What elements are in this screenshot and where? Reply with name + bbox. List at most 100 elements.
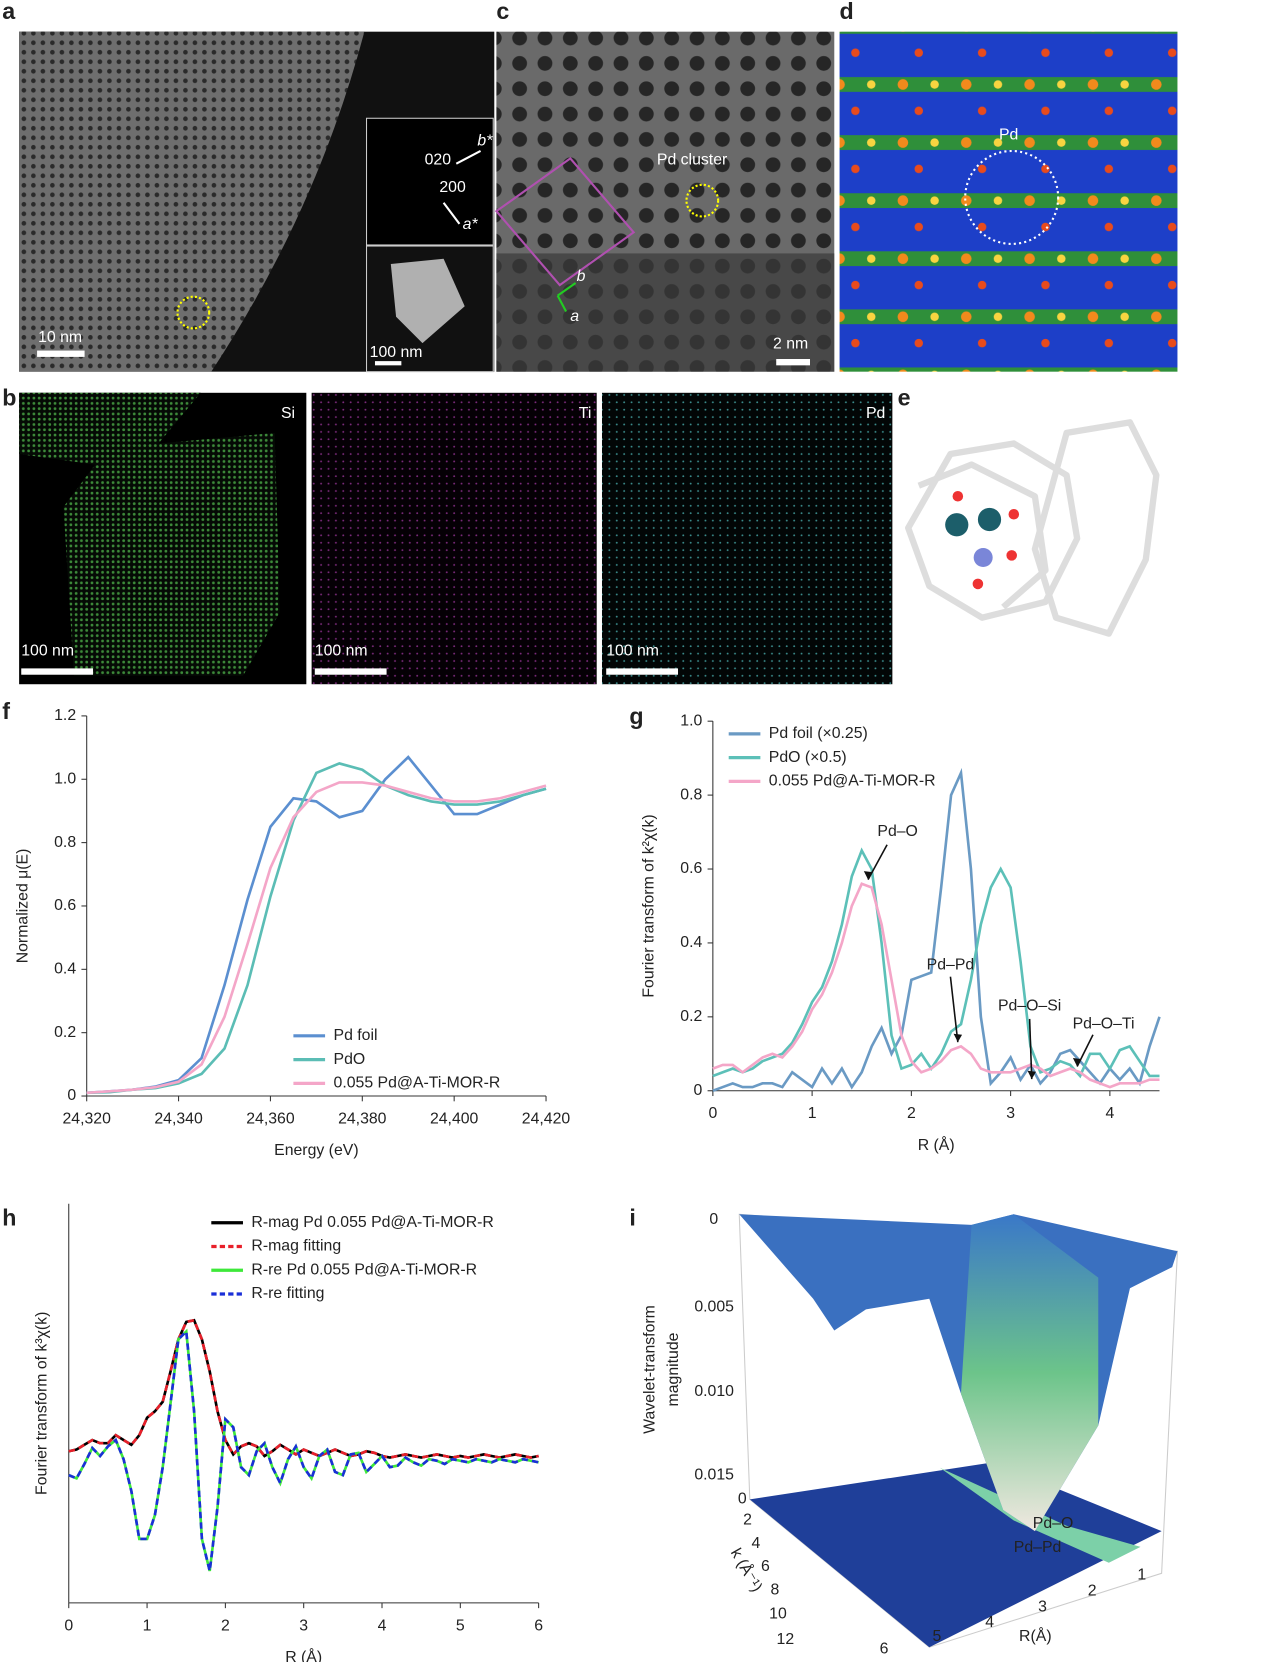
legend-label: Pd foil: [334, 1027, 378, 1044]
annotation: Pd–O: [1033, 1515, 1073, 1532]
scale-bar: [776, 359, 811, 366]
arrow-head: [953, 1033, 963, 1043]
axis-arrow: [556, 282, 577, 312]
x-tick-label: 3: [299, 1617, 308, 1634]
fft-inset: [365, 117, 494, 246]
arrow: [949, 976, 959, 1043]
map-image: [839, 31, 1178, 372]
legend-label: R-mag fitting: [251, 1238, 341, 1255]
particle: [390, 258, 465, 344]
element-label: Si: [281, 405, 295, 422]
micrograph: [19, 31, 365, 372]
x-tick-label: 3: [1006, 1105, 1015, 1122]
overlay: [494, 156, 636, 287]
panel-d: Pd: [839, 31, 1178, 372]
panel-b: Si Ti Pd 100 nm 100 nm 100 nm: [19, 392, 893, 685]
x-tick-label: 2: [221, 1617, 230, 1634]
y-axis-label: Normalized μ(E): [15, 849, 32, 964]
eds-map: [601, 392, 893, 685]
data-line: [712, 767, 1161, 1092]
z-tick-label: 0.005: [694, 1298, 734, 1315]
legend-label: R-mag Pd 0.055 Pd@A-Ti-MOR-R: [251, 1214, 493, 1231]
annotation: Pd–O–Si: [998, 997, 1061, 1014]
axis-label: b: [577, 268, 586, 285]
fft-label: 200: [439, 179, 466, 196]
annotation: Pd–O: [877, 823, 917, 840]
r-tick-label: 3: [1038, 1598, 1047, 1615]
x-axis-label: Energy (eV): [274, 1142, 358, 1159]
legend-label: Pd foil (×0.25): [769, 725, 868, 742]
z-tick-label: 0: [709, 1211, 718, 1228]
panel-label: h: [2, 1205, 16, 1231]
pd-atom: [977, 507, 1002, 532]
element-label: Pd: [866, 405, 885, 422]
y-tick-label: 0.4: [54, 961, 76, 978]
k-tick-label: 8: [771, 1581, 780, 1598]
k-tick-label: 12: [777, 1631, 795, 1648]
highlight: [176, 295, 211, 330]
o-atom: [952, 490, 964, 502]
r-tick-label: 4: [985, 1614, 994, 1631]
x-tick-label: 4: [378, 1617, 387, 1634]
z-tick-label: 0: [738, 1491, 747, 1508]
x-tick-label: 24,380: [338, 1110, 387, 1127]
data-line: [86, 781, 547, 1095]
data-line: [68, 1318, 539, 1459]
scale-label: 100 nm: [370, 344, 423, 361]
fft-label: a*: [463, 216, 479, 233]
legend-label: 0.055 Pd@A-Ti-MOR-R: [334, 1075, 501, 1092]
z-tick-label: 0.015: [694, 1466, 734, 1483]
arrow: [442, 150, 482, 225]
legend-label: R-re Pd 0.055 Pd@A-Ti-MOR-R: [251, 1261, 477, 1278]
panel-e: [905, 419, 1160, 637]
x-tick-label: 0: [64, 1617, 73, 1634]
legend-label: R-re fitting: [251, 1285, 324, 1302]
o-atom: [1008, 508, 1020, 520]
scale-bar: [21, 668, 94, 675]
y-tick-label: 0: [67, 1087, 76, 1104]
annotation: Pd: [999, 126, 1018, 143]
r-tick-label: 2: [1088, 1582, 1097, 1599]
x-tick-label: 24,360: [246, 1110, 295, 1127]
z-tick-label: 0.010: [694, 1383, 734, 1400]
panel-label: i: [629, 1205, 635, 1231]
annotation: Pd–O–Ti: [1073, 1015, 1135, 1032]
y-tick-label: 0.6: [680, 860, 702, 877]
y-tick-label: 0.8: [54, 834, 76, 851]
arrow-head: [863, 871, 873, 880]
panel-label: g: [629, 703, 643, 729]
k-tick-label: 6: [761, 1558, 770, 1575]
k-tick-label: 2: [743, 1512, 752, 1529]
panel-label: f: [2, 698, 10, 724]
x-tick-label: 0: [708, 1105, 717, 1122]
annotation: Pd cluster: [657, 152, 728, 169]
o-atom: [1006, 550, 1017, 561]
y-tick-label: 0.6: [54, 897, 76, 914]
y-tick-label: 0.8: [680, 786, 702, 803]
scale-bar: [606, 668, 679, 675]
y-tick-label: 0.4: [680, 934, 702, 951]
x-tick-label: 1: [808, 1105, 817, 1122]
x-tick-label: 24,400: [430, 1110, 479, 1127]
x-axis-label: R (Å): [285, 1647, 322, 1662]
axis-label: a: [570, 308, 579, 325]
scale-bar: [37, 350, 85, 357]
panel-a: 10 nm 100 nm 020 200 b* a*: [19, 31, 495, 373]
y-tick-label: 0: [693, 1082, 702, 1099]
x-tick-label: 6: [534, 1617, 543, 1634]
panel-label: e: [898, 384, 911, 410]
legend-label: 0.055 Pd@A-Ti-MOR-R: [769, 773, 936, 790]
framework: [917, 461, 1049, 610]
z-axis-label: magnitude: [665, 1332, 682, 1406]
panel-label: a: [2, 0, 16, 24]
arrow-head: [1027, 1070, 1036, 1080]
y-tick-label: 0.2: [680, 1008, 702, 1025]
y-axis-label: Fourier transform of k³χ(k): [34, 1312, 51, 1495]
x-tick-label: 24,420: [522, 1110, 571, 1127]
scale-bar: [314, 668, 387, 675]
framework: [1031, 419, 1160, 637]
z-axis-label: Wavelet-transform: [642, 1305, 659, 1434]
eds-map: [19, 392, 280, 676]
annotation: Pd–Pd: [927, 956, 975, 973]
